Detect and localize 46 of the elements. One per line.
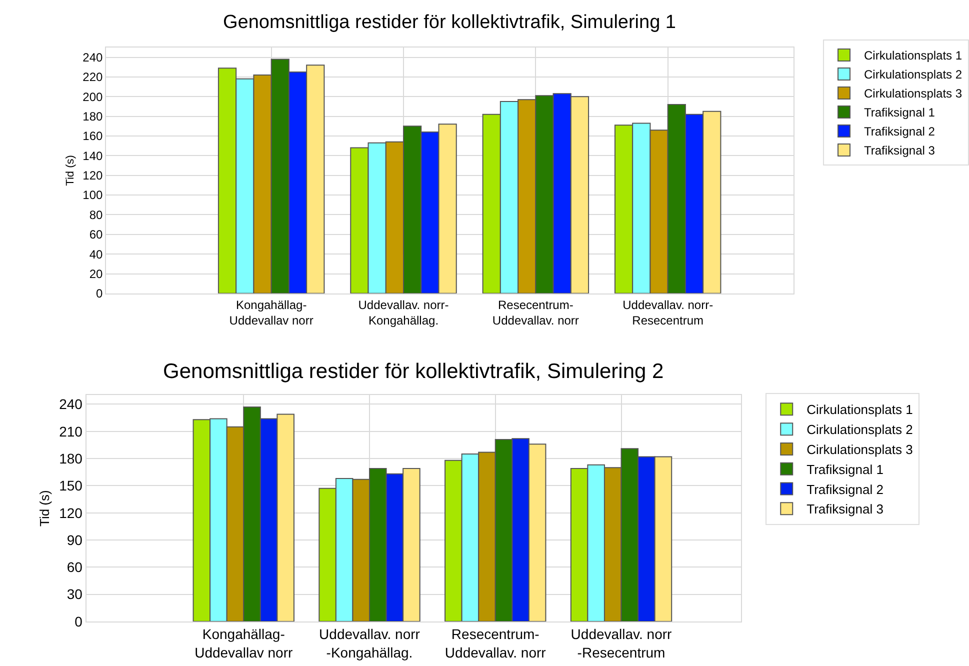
legend-label: Cirkulationsplats 2 [864, 68, 962, 82]
x-tick-label: Uddevallav. norr- Kongahällag. [358, 298, 449, 328]
y-tick-label: 0 [74, 613, 83, 630]
x-tick-label: Resecentrum- Uddevallav. norr [444, 626, 546, 660]
legend-label: Cirkulationsplats 1 [864, 48, 962, 63]
y-tick-label: 220 [82, 70, 104, 84]
y-tick-label: 20 [89, 266, 104, 281]
x-tick-label: Kongahällag- Uddevallav norr [229, 298, 314, 328]
x-tick-label: Resecentrum- Uddevallav. norr [492, 298, 579, 328]
legend-label: Cirkulationsplats 2 [806, 422, 913, 438]
y-tick-label: 180 [59, 450, 83, 466]
legend-label: Cirkulationsplats 3 [864, 86, 962, 101]
y-tick-label: 180 [82, 110, 104, 124]
y-tick-label: 30 [66, 586, 83, 602]
legend-label: Cirkulationsplats 1 [806, 402, 913, 418]
chart-title: Genomsnittliga restider för kollektivtrafik, Simulering 1 [223, 12, 676, 33]
y-tick-label: 0 [96, 286, 104, 301]
y-tick-label: 240 [59, 396, 83, 412]
x-tick-label: Uddevallav. norr- Resecentrum [622, 298, 714, 328]
y-tick-label: 90 [66, 532, 83, 548]
y-tick-label: 160 [82, 129, 104, 144]
y-tick-label: 60 [66, 559, 83, 576]
legend-label: Trafiksignal 1 [864, 106, 936, 120]
y-tick-label: 120 [82, 168, 104, 183]
y-tick-label: 200 [82, 90, 104, 104]
y-tick-label: 140 [82, 148, 104, 163]
x-tick-label: Uddevallav. norr -Kongahällag. [319, 626, 420, 660]
chart-title: Genomsnittliga restider för kollektivtrafik, Simulering 2 [163, 360, 664, 383]
y-axis-title: Tid (s) [37, 490, 52, 526]
y-tick-label: 240 [82, 50, 104, 64]
legend-label: Trafiksignal 2 [864, 124, 936, 139]
legend-label: Trafiksignal 1 [806, 462, 884, 477]
y-tick-label: 40 [89, 247, 104, 262]
y-tick-label: 80 [89, 208, 104, 222]
x-tick-label: Kongahällag- Uddevallav norr [194, 626, 293, 660]
legend-label: Trafiksignal 3 [806, 502, 884, 517]
y-tick-label: 60 [89, 228, 104, 242]
legend-label: Cirkulationsplats 3 [806, 442, 913, 458]
y-axis-title: Tid (s) [64, 155, 76, 186]
y-tick-label: 150 [59, 478, 83, 494]
y-tick-label: 210 [59, 423, 83, 440]
y-tick-label: 120 [59, 504, 83, 521]
y-tick-label: 100 [82, 188, 104, 202]
legend-label: Trafiksignal 2 [806, 482, 884, 497]
legend-label: Trafiksignal 3 [864, 144, 936, 158]
x-tick-label: Uddevallav. norr -Resecentrum [570, 626, 672, 660]
